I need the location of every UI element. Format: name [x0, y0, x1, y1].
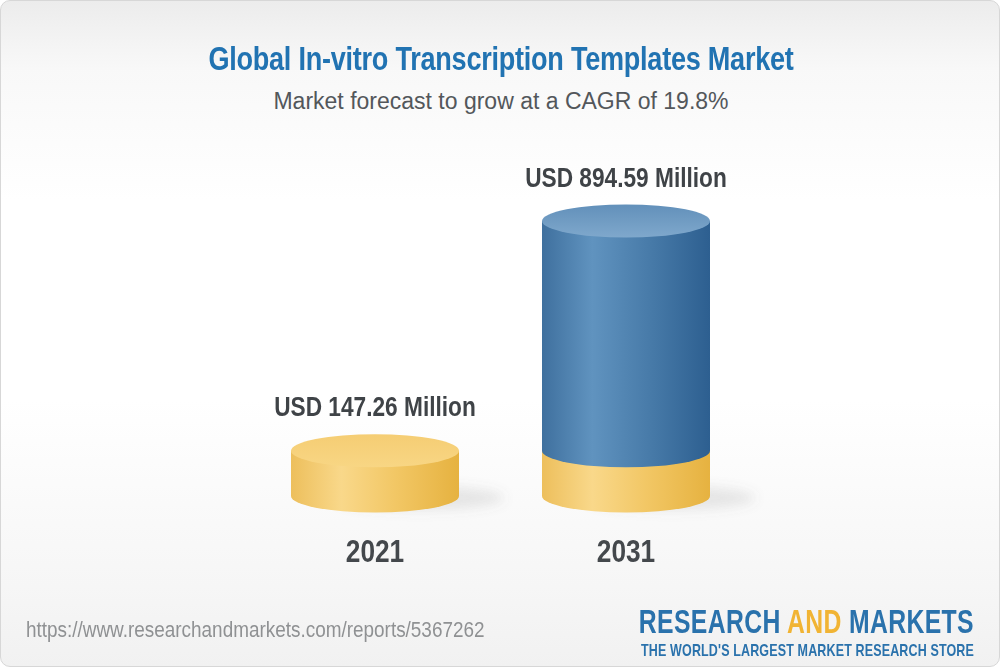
logo-word-and: AND [787, 603, 842, 640]
infographic-canvas: Global In-vitro Transcription Templates … [0, 0, 1000, 667]
logo-wordmark: RESEARCH AND MARKETS [634, 605, 974, 638]
report-url[interactable]: https://www.researchandmarkets.com/repor… [26, 617, 485, 643]
logo-word-markets: MARKETS [849, 603, 974, 640]
logo-tagline: THE WORLD'S LARGEST MARKET RESEARCH STOR… [641, 641, 974, 661]
cylinder-bar-chart [1, 1, 1000, 667]
value-label-2031: USD 894.59 Million [492, 163, 761, 194]
research-and-markets-logo: RESEARCH AND MARKETS THE WORLD'S LARGEST… [521, 605, 974, 661]
axis-label-2021: 2021 [293, 533, 457, 570]
axis-label-2031: 2031 [544, 533, 708, 570]
logo-word-research: RESEARCH [639, 603, 781, 640]
value-label-2021: USD 147.26 Million [241, 392, 510, 423]
